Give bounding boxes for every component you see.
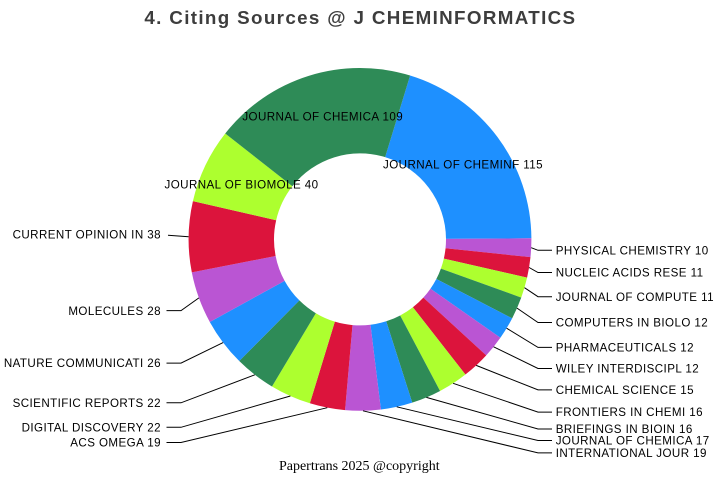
svg-text:PHYSICAL CHEMISTRY 10: PHYSICAL CHEMISTRY 10	[556, 245, 709, 258]
svg-text:NUCLEIC ACIDS RESE 11: NUCLEIC ACIDS RESE 11	[556, 267, 704, 280]
svg-text:NATURE COMMUNICATI 26: NATURE COMMUNICATI 26	[4, 357, 161, 370]
svg-text:JOURNAL OF COMPUTE 11: JOURNAL OF COMPUTE 11	[556, 291, 714, 304]
svg-text:JOURNAL OF CHEMICA 17: JOURNAL OF CHEMICA 17	[556, 435, 710, 448]
svg-text:WILEY INTERDISCIPL 12: WILEY INTERDISCIPL 12	[556, 363, 699, 376]
svg-text:DIGITAL DISCOVERY 22: DIGITAL DISCOVERY 22	[22, 421, 161, 434]
svg-text:SCIENTIFIC REPORTS 22: SCIENTIFIC REPORTS 22	[13, 397, 161, 410]
svg-text:JOURNAL OF BIOMOLE 40: JOURNAL OF BIOMOLE 40	[165, 179, 319, 192]
svg-text:COMPUTERS IN BIOLO 12: COMPUTERS IN BIOLO 12	[556, 317, 709, 330]
svg-text:CURRENT OPINION IN 38: CURRENT OPINION IN 38	[13, 229, 161, 242]
svg-text:ACS OMEGA 19: ACS OMEGA 19	[70, 437, 161, 450]
svg-text:4. Citing Sources @ J CHEMINFO: 4. Citing Sources @ J CHEMINFORMATICS	[144, 7, 576, 28]
svg-text:PHARMACEUTICALS 12: PHARMACEUTICALS 12	[556, 342, 694, 355]
svg-text:CHEMICAL SCIENCE 15: CHEMICAL SCIENCE 15	[556, 384, 694, 397]
svg-text:FRONTIERS IN CHEMI 16: FRONTIERS IN CHEMI 16	[556, 406, 703, 419]
svg-text:MOLECULES 28: MOLECULES 28	[68, 305, 161, 318]
svg-text:JOURNAL OF CHEMICA 109: JOURNAL OF CHEMICA 109	[242, 111, 403, 124]
svg-text:Papertrans 2025 @copyright: Papertrans 2025 @copyright	[279, 459, 440, 474]
svg-text:INTERNATIONAL JOUR 19: INTERNATIONAL JOUR 19	[556, 447, 707, 460]
svg-text:BRIEFINGS IN BIOIN 16: BRIEFINGS IN BIOIN 16	[556, 423, 693, 436]
svg-text:JOURNAL OF CHEMINF 115: JOURNAL OF CHEMINF 115	[383, 159, 543, 172]
